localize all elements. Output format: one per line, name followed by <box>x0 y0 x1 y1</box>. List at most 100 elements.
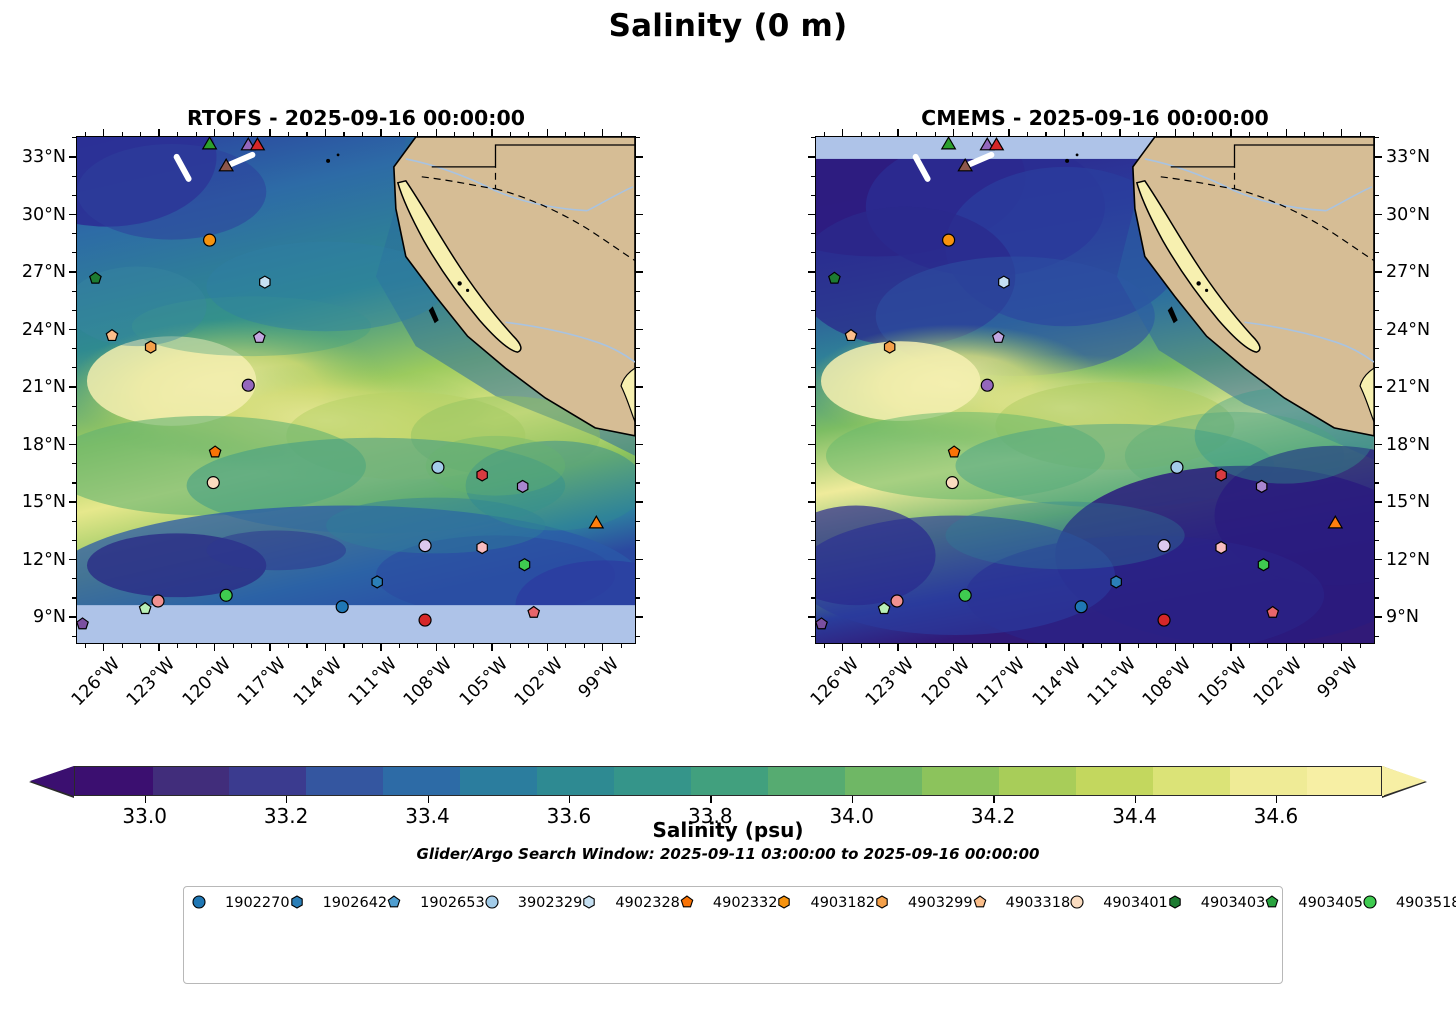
map-marker-4903518[interactable] <box>518 558 531 572</box>
map-marker-4903401[interactable] <box>945 476 959 490</box>
colorbar[interactable]: 33.0 33.2 33.4 33.6 33.8 34.0 34.2 34.4 34.6 <box>29 766 1427 828</box>
x-minor-tick <box>251 644 253 648</box>
map-marker-4903401[interactable] <box>206 476 220 490</box>
map-marker-4903318[interactable] <box>105 328 119 342</box>
map-marker-5906853[interactable] <box>77 617 89 630</box>
y-minor-tick <box>636 233 640 235</box>
map-marker-sp013[interactable] <box>201 137 218 150</box>
y-minor-tick <box>811 578 815 580</box>
map-marker-4903299[interactable] <box>883 340 896 354</box>
map-marker-5906853[interactable] <box>816 617 828 630</box>
legend-item-4902332[interactable]: 4902332 <box>680 893 777 914</box>
legend-item-4903405[interactable]: 4903405 <box>1265 893 1363 914</box>
map-cmems[interactable] <box>815 136 1375 644</box>
map-marker-4903182[interactable] <box>203 233 217 247</box>
map-marker-6990590[interactable] <box>1255 479 1268 494</box>
legend-item-4903318[interactable]: 4903318 <box>973 893 1070 914</box>
map-marker-4903318[interactable] <box>844 328 858 342</box>
map-marker-4902332[interactable] <box>947 445 961 458</box>
x-minor-tick <box>195 644 197 648</box>
map-marker-5906022[interactable] <box>138 601 152 615</box>
legend-item-4903182[interactable]: 4903182 <box>777 893 875 914</box>
map-marker-5906023[interactable] <box>1157 613 1171 627</box>
x-minor-tick <box>528 132 530 136</box>
y-minor-tick <box>636 520 640 522</box>
map-marker-5906090[interactable] <box>527 605 541 618</box>
map-marker-7902104[interactable] <box>418 539 432 553</box>
map-marker-sp036[interactable] <box>249 137 266 151</box>
y-minor-tick <box>1375 482 1379 484</box>
legend-item-4903299[interactable]: 4903299 <box>875 893 973 914</box>
y-tick <box>1375 443 1382 446</box>
y-minor-tick <box>1375 233 1379 235</box>
map-marker-4902328[interactable] <box>259 275 271 289</box>
legend-box[interactable]: 1902270 1902642 1902653 3902329 4902328 49023… <box>183 886 1456 984</box>
map-marker-5907056[interactable] <box>241 378 255 392</box>
map-marker-6990590[interactable] <box>516 479 529 494</box>
map-marker-4903753[interactable] <box>958 588 972 602</box>
y-minor-tick <box>72 463 76 465</box>
map-marker-6990601[interactable] <box>252 330 266 343</box>
map-marker-sp040[interactable] <box>240 137 257 151</box>
legend-item-4903403[interactable]: 4903403 <box>1168 893 1265 914</box>
y-tick-label: 12°N <box>21 549 66 570</box>
x-minor-tick <box>361 644 363 648</box>
x-tick <box>1341 644 1343 651</box>
x-minor-tick <box>860 132 862 136</box>
colorbar-ticklabel: 34.2 <box>970 804 1016 828</box>
map-marker-sp036[interactable] <box>988 137 1005 151</box>
legend-item-4903518[interactable]: 4903518 <box>1363 893 1456 914</box>
map-marker-4903518[interactable] <box>1257 558 1270 572</box>
map-marker-sp013[interactable] <box>940 137 957 150</box>
map-marker-5906088[interactable] <box>1215 468 1227 482</box>
map-marker-6990601[interactable] <box>991 330 1005 343</box>
map-marker-5907056[interactable] <box>980 378 994 392</box>
map-marker-4903403[interactable] <box>828 271 841 284</box>
colorbar-segment <box>1305 766 1384 796</box>
map-marker-5906477[interactable] <box>476 540 488 555</box>
y-minor-tick <box>636 194 640 196</box>
map-marker-1902642[interactable] <box>371 575 383 589</box>
map-marker-5906405[interactable] <box>151 594 165 608</box>
map-marker-1902270[interactable] <box>1074 600 1088 614</box>
map-marker-4903403[interactable] <box>89 271 102 284</box>
map-marker-5906405[interactable] <box>890 594 904 608</box>
y-minor-tick <box>636 252 640 254</box>
x-minor-tick <box>879 644 881 648</box>
map-marker-7902104[interactable] <box>1157 539 1171 553</box>
map-marker-4903182[interactable] <box>942 233 956 247</box>
legend-item-1902270[interactable]: 1902270 <box>192 893 290 914</box>
colorbar-ticklabel: 34.4 <box>1112 804 1157 828</box>
legend-item-1902642[interactable]: 1902642 <box>290 893 387 914</box>
map-rtofs[interactable] <box>76 136 636 644</box>
legend-item-4903401[interactable]: 4903401 <box>1070 893 1168 914</box>
map-marker-5906022[interactable] <box>877 601 891 615</box>
legend-marker-icon <box>1168 894 1194 913</box>
map-marker-4902332[interactable] <box>208 445 222 458</box>
colorbar-extend-min <box>30 766 74 796</box>
map-marker-sp058[interactable] <box>218 157 235 172</box>
map-marker-5906088[interactable] <box>476 468 488 482</box>
legend-item-3902329[interactable]: 3902329 <box>485 893 582 914</box>
map-marker-sp040[interactable] <box>979 137 996 151</box>
y-minor-tick <box>1375 424 1379 426</box>
map-marker-5906023[interactable] <box>418 613 432 627</box>
x-minor-tick <box>454 132 456 136</box>
map-marker-sp058[interactable] <box>957 157 974 172</box>
map-marker-sg672[interactable] <box>588 515 605 529</box>
legend-marker-icon <box>1363 894 1389 913</box>
map-marker-4903753[interactable] <box>219 588 233 602</box>
map-marker-3902329[interactable] <box>431 460 445 474</box>
y-minor-tick <box>72 175 76 177</box>
map-marker-3902329[interactable] <box>1170 460 1184 474</box>
y-minor-tick <box>72 405 76 407</box>
map-marker-4902328[interactable] <box>998 275 1010 289</box>
legend-item-1902653[interactable]: 1902653 <box>387 893 485 914</box>
legend-item-4902328[interactable]: 4902328 <box>582 893 680 914</box>
map-marker-4903299[interactable] <box>144 340 157 354</box>
map-marker-1902270[interactable] <box>335 600 349 614</box>
map-marker-sg672[interactable] <box>1327 515 1344 529</box>
map-marker-5906090[interactable] <box>1266 605 1280 618</box>
map-marker-1902642[interactable] <box>1110 575 1122 589</box>
map-marker-5906477[interactable] <box>1215 540 1227 555</box>
